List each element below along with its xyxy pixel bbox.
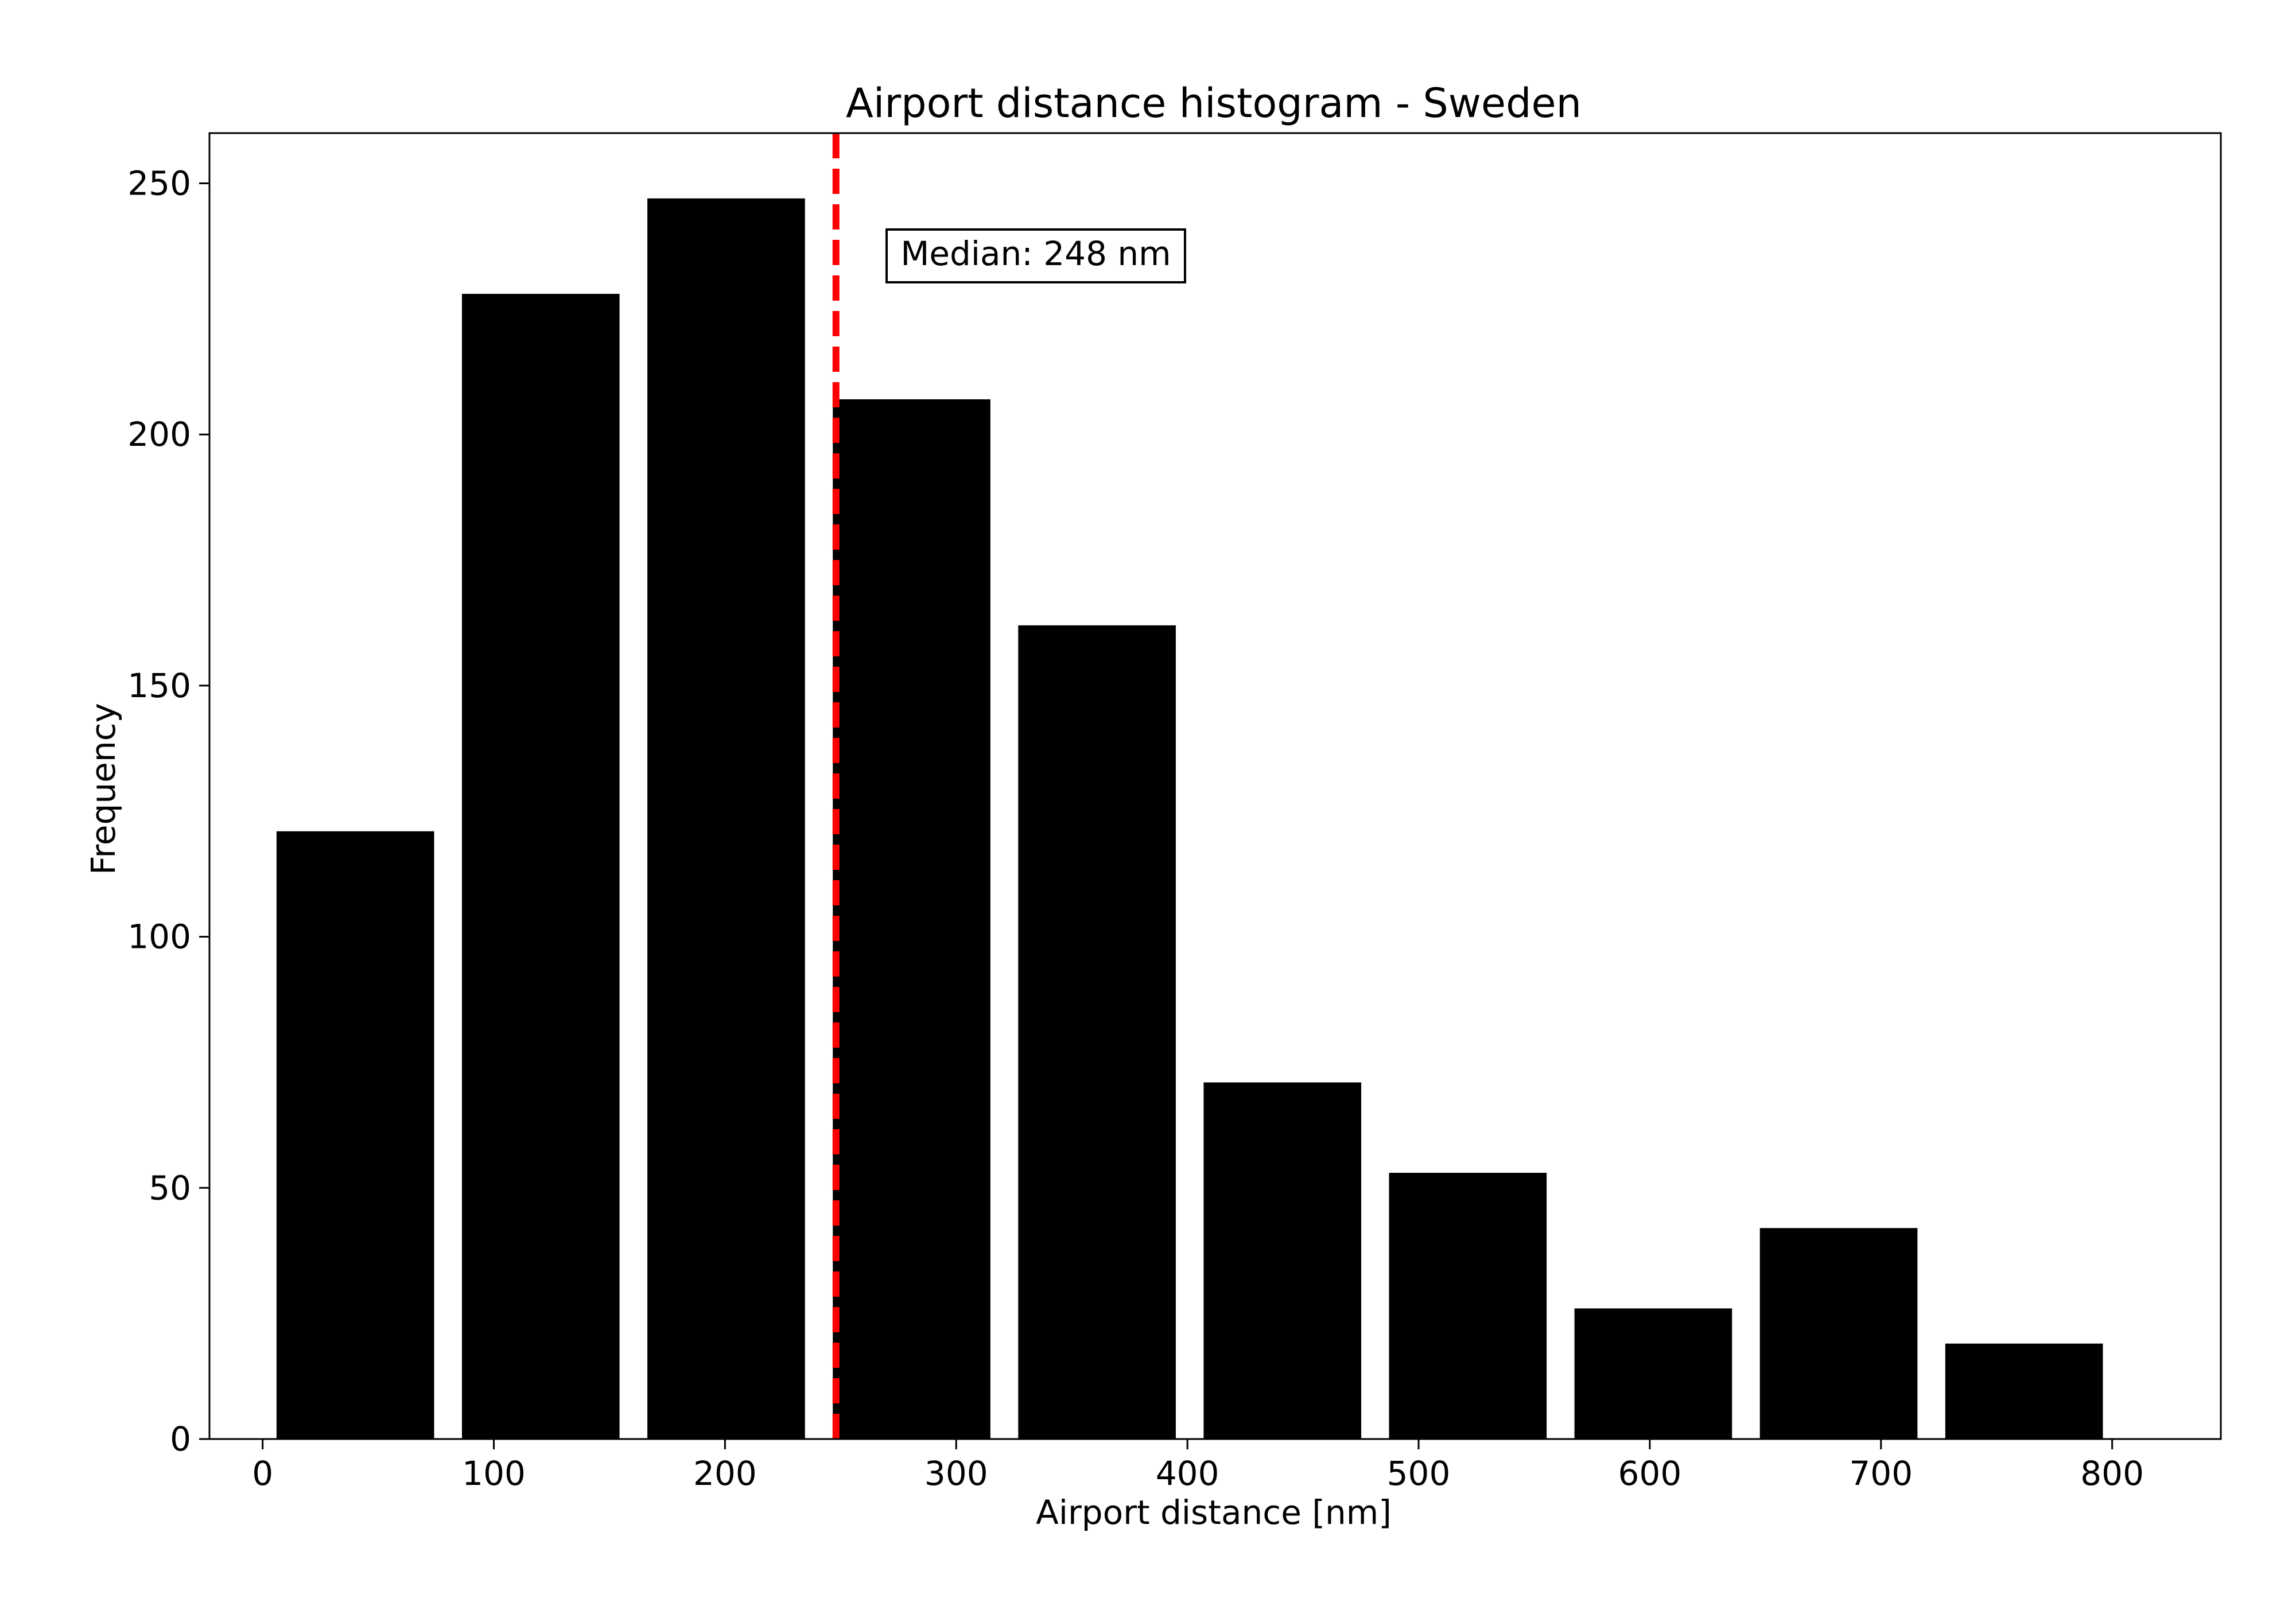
x-tick-label: 300 — [924, 1454, 988, 1493]
histogram-bar-10 — [1945, 1343, 2103, 1439]
y-axis-label: Frequency — [84, 703, 123, 875]
x-tick-label: 500 — [1387, 1454, 1451, 1493]
histogram-bar-5 — [1018, 625, 1176, 1439]
chart-title: Airport distance histogram - Sweden — [846, 80, 1582, 127]
histogram-bar-4 — [833, 399, 990, 1439]
median-annotation: Median: 248 nm — [885, 228, 1186, 283]
x-tick-label: 400 — [1156, 1454, 1219, 1493]
y-tick-label: 200 — [127, 415, 191, 454]
median-annotation-box — [885, 228, 1186, 283]
y-tick-label: 50 — [149, 1168, 191, 1207]
x-tick-label: 0 — [252, 1454, 273, 1493]
y-tick-label: 0 — [170, 1420, 191, 1459]
histogram-bar-9 — [1759, 1228, 1918, 1439]
histogram-bar-1 — [276, 831, 434, 1439]
x-tick-label: 100 — [462, 1454, 526, 1493]
x-tick-label: 700 — [1849, 1454, 1913, 1493]
histogram-bar-6 — [1203, 1082, 1362, 1439]
y-tick-label: 100 — [127, 917, 191, 956]
x-tick-label: 800 — [2080, 1454, 2144, 1493]
y-axis-ticks: 0 50 100 150 200 250 — [127, 164, 209, 1459]
x-axis-label: Airport distance [nm] — [1036, 1493, 1392, 1532]
histogram-bar-2 — [461, 294, 620, 1439]
x-axis-ticks: 0 100 200 300 400 500 600 700 800 — [252, 1439, 2144, 1493]
y-tick-label: 250 — [127, 164, 191, 203]
median-annotation-text: Median: 248 nm — [900, 234, 1171, 273]
x-tick-label: 200 — [693, 1454, 757, 1493]
plot-frame — [208, 132, 2222, 1440]
x-tick-label: 600 — [1618, 1454, 1682, 1493]
histogram-bar-8 — [1574, 1308, 1732, 1439]
bars-layer — [276, 198, 2103, 1439]
histogram-bar-3 — [647, 198, 805, 1439]
histogram-bar-7 — [1389, 1173, 1547, 1439]
y-tick-label: 150 — [127, 666, 191, 705]
